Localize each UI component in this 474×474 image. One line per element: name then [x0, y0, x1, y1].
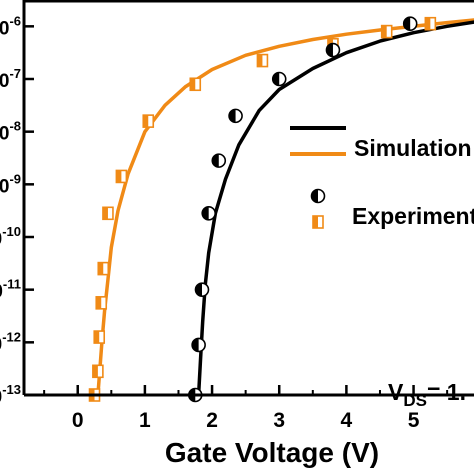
x-tick-label: 3	[273, 409, 285, 432]
experiment-marker-black	[211, 153, 227, 168]
experiment-marker-black	[310, 188, 326, 204]
experiment-marker-orange	[102, 206, 114, 221]
experiment-marker-black	[271, 71, 287, 87]
legend-label-experiment: Experiment	[352, 203, 474, 229]
x-tick-label: 5	[408, 409, 420, 432]
vds-annotation: VDS= 1.	[388, 379, 466, 410]
experiment-marker-orange	[256, 53, 269, 68]
experiment-marker-orange	[95, 296, 108, 310]
y-tick-label: 10-10	[0, 224, 21, 250]
legend-label-simulation: Simulation	[354, 135, 472, 161]
experiment-marker-black	[325, 42, 341, 58]
x-tick-label: 0	[72, 409, 84, 432]
experiment-marker-orange	[424, 16, 437, 31]
experiment-marker-orange	[93, 330, 106, 344]
x-tick-label: 4	[341, 409, 353, 432]
y-tick-label: 10-7	[0, 66, 21, 92]
experiment-marker-black	[228, 108, 243, 124]
y-tick-label: 10-8	[0, 119, 21, 145]
y-tick-label: 10-6	[0, 13, 21, 39]
experiment-marker-orange	[380, 24, 393, 39]
experiment-marker-orange	[142, 114, 155, 128]
y-tick-label: 10-11	[0, 277, 21, 303]
experiment-marker-orange	[189, 77, 202, 92]
x-tick-label: 1	[139, 409, 151, 432]
simulation-curve-black	[196, 20, 474, 397]
experiment-marker-orange	[92, 364, 104, 379]
axes: 0 1 2 3 4 5 10-13 10-12 10-11 10-10 10-9 10-8 10-7 10…	[0, 0, 474, 432]
plot-area	[88, 16, 474, 403]
experiment-marker-orange	[115, 169, 128, 184]
y-tick-label: 10-12	[0, 329, 21, 355]
experiment-marker-black	[191, 337, 206, 353]
y-tick-label: 10-13	[0, 382, 21, 408]
y-tick-label: 10-9	[0, 171, 21, 197]
x-tick-label: 2	[206, 409, 218, 432]
experiment-marker-orange	[312, 215, 324, 229]
experiment-marker-black	[194, 282, 210, 297]
experiment-marker-black	[201, 206, 217, 221]
experiment-marker-black	[402, 16, 418, 32]
x-axis-title: Gate Voltage (V)	[165, 437, 379, 468]
experiment-marker-orange	[97, 261, 110, 276]
legend: Simulation Experiment	[290, 126, 474, 229]
